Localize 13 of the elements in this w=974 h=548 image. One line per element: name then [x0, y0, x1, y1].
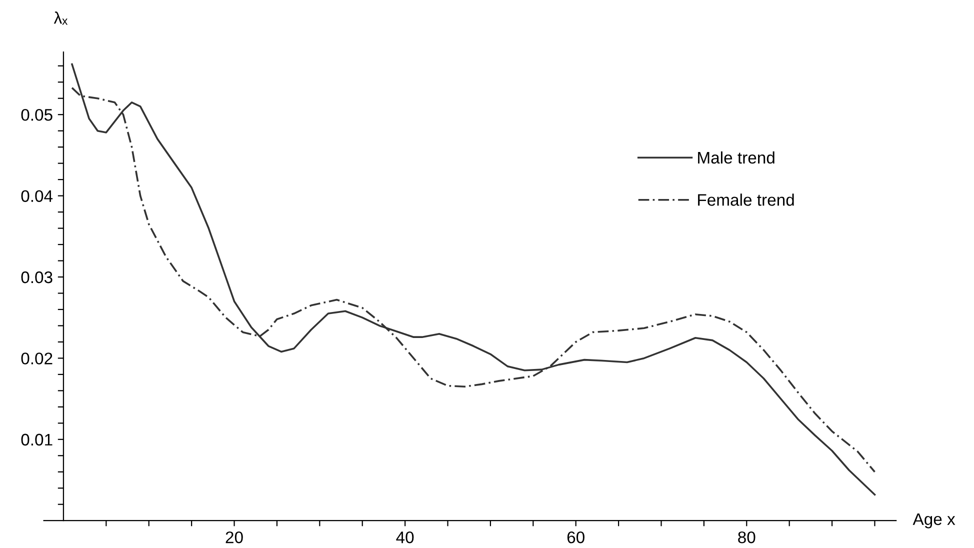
y-tick-label: 0.02	[21, 352, 52, 364]
y-tick-label: 0.04	[21, 190, 53, 202]
y-tick-label: 0.05	[21, 108, 52, 121]
legend-label: Female trend	[698, 194, 794, 206]
x-tick-label: 60	[567, 531, 584, 544]
y-tick-label: 0.03	[21, 271, 52, 284]
x-tick-label: 80	[738, 531, 756, 544]
y-tick-label: 0.01	[21, 434, 52, 446]
x-axis-title: Age x	[912, 513, 956, 528]
legend-label: Male trend	[698, 151, 774, 164]
y-axis-title: λₓ	[54, 12, 68, 25]
x-tick-label: 20	[226, 531, 243, 544]
x-tick-label: 40	[396, 531, 414, 544]
